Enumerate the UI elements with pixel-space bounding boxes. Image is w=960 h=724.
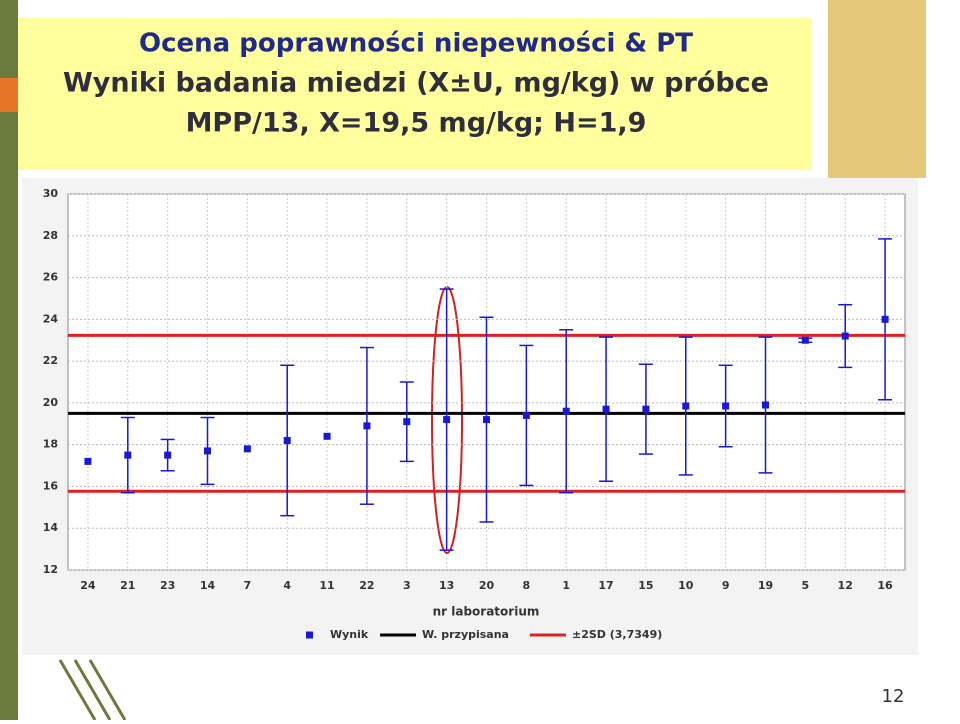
- y-tick-label: 12: [43, 563, 58, 576]
- legend-marker: [306, 631, 313, 639]
- point: [722, 402, 730, 410]
- x-tick-label: 15: [638, 579, 653, 592]
- point: [403, 418, 411, 426]
- legend-label: W. przypisana: [422, 628, 509, 641]
- x-tick-label: 8: [523, 579, 531, 592]
- x-tick-label: 24: [80, 579, 96, 592]
- title-line: MPP/13, X=19,5 mg/kg; H=1,9: [186, 108, 647, 139]
- point: [84, 457, 92, 465]
- side-stripe: [0, 0, 18, 720]
- x-tick-label: 3: [403, 579, 411, 592]
- point: [841, 332, 849, 340]
- y-tick-label: 22: [43, 354, 58, 367]
- x-tick-label: 23: [160, 579, 175, 592]
- point: [283, 436, 291, 444]
- x-axis-label: nr laboratorium: [433, 605, 540, 619]
- decoration: [58, 659, 127, 721]
- legend-label: ±2SD (3,7349): [572, 628, 662, 641]
- x-tick-label: 9: [722, 579, 730, 592]
- x-tick-label: 20: [479, 579, 495, 592]
- x-tick-label: 19: [758, 579, 773, 592]
- x-tick-label: 11: [319, 579, 334, 592]
- x-tick-label: 14: [200, 579, 216, 592]
- y-tick-label: 20: [43, 396, 59, 409]
- y-tick-label: 24: [43, 312, 59, 325]
- point: [801, 336, 809, 344]
- point: [642, 405, 650, 413]
- point: [164, 451, 172, 459]
- point: [443, 416, 451, 424]
- point: [682, 402, 690, 410]
- point: [602, 405, 610, 413]
- title-line: Wyniki badania miedzi (X±U, mg/kg) w pró…: [63, 68, 769, 99]
- page-number: 12: [882, 686, 905, 707]
- x-tick-label: 12: [838, 579, 853, 592]
- point: [363, 422, 371, 430]
- x-tick-label: 1: [562, 579, 570, 592]
- title-box: [18, 18, 812, 170]
- y-tick-label: 28: [43, 229, 58, 242]
- point: [881, 315, 889, 323]
- side-accent: [0, 78, 18, 112]
- point: [483, 416, 490, 424]
- x-tick-label: 10: [678, 579, 694, 592]
- x-tick-label: 13: [439, 579, 454, 592]
- y-tick-label: 18: [43, 438, 58, 451]
- point: [124, 451, 132, 459]
- point: [204, 447, 211, 455]
- x-tick-label: 22: [359, 579, 374, 592]
- x-tick-label: 7: [244, 579, 252, 592]
- legend-label: Wynik: [330, 628, 369, 641]
- y-tick-label: 26: [43, 271, 59, 284]
- y-tick-label: 30: [43, 187, 59, 200]
- point: [243, 445, 251, 453]
- x-tick-label: 17: [598, 579, 613, 592]
- point: [323, 432, 331, 440]
- point: [522, 411, 530, 419]
- title-line: Ocena poprawności niepewności & PT: [139, 29, 693, 59]
- x-tick-label: 16: [877, 579, 893, 592]
- x-tick-label: 4: [283, 579, 291, 592]
- x-tick-label: 21: [120, 579, 135, 592]
- y-tick-label: 16: [43, 479, 59, 492]
- y-tick-label: 14: [43, 521, 59, 534]
- point: [562, 407, 570, 415]
- x-tick-label: 5: [802, 579, 810, 592]
- photo: [828, 0, 926, 178]
- point: [762, 401, 769, 409]
